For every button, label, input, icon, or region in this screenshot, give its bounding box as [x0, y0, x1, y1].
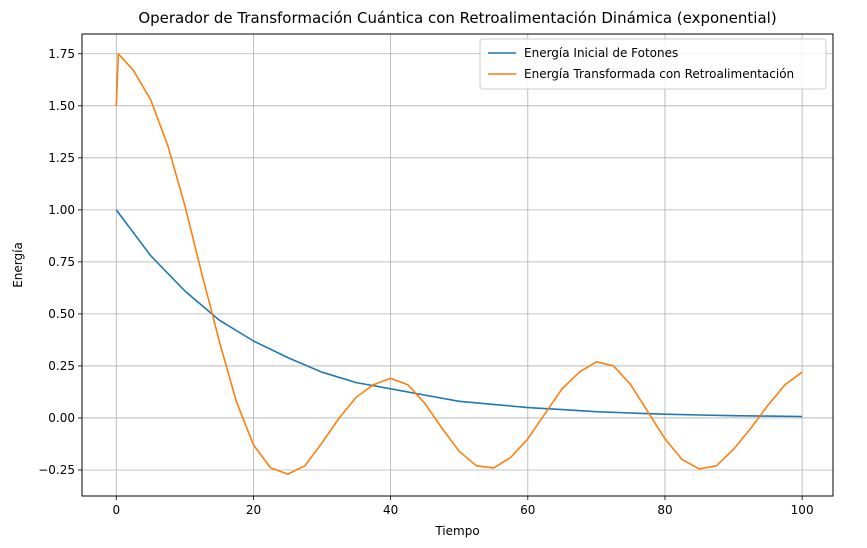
y-tick-label: 0.00 — [48, 411, 75, 425]
axis-ticks: 0 20 40 60 80 100 −0.25 0.00 0.25 0.50 0.75 1.00 1.2… — [38, 47, 813, 517]
y-tick-label: 1.25 — [48, 151, 75, 165]
x-tick-label: 100 — [791, 503, 814, 517]
x-tick-label: 40 — [383, 503, 398, 517]
legend: Energía Inicial de Fotones Energía Transf… — [479, 38, 827, 90]
y-tick-label: 1.50 — [48, 99, 75, 113]
series-group — [115, 52, 803, 475]
x-tick-label: 0 — [112, 503, 120, 517]
chart-title: Operador de Transformación Cuántica con … — [138, 9, 776, 27]
y-tick-label: 1.00 — [48, 203, 75, 217]
legend-label-2: Energía Transformada con Retroalimentaci… — [524, 67, 794, 81]
series-line-1 — [115, 209, 803, 418]
y-tick-label: −0.25 — [38, 463, 75, 477]
y-tick-label: 0.25 — [48, 359, 75, 373]
x-tick-label: 20 — [246, 503, 261, 517]
legend-label-1: Energía Inicial de Fotones — [524, 46, 678, 60]
x-axis-label: Tiempo — [434, 524, 479, 538]
grid — [82, 34, 833, 496]
x-tick-label: 60 — [520, 503, 535, 517]
y-tick-label: 0.75 — [48, 255, 75, 269]
series-line-2 — [115, 52, 803, 475]
x-tick-label: 80 — [657, 503, 672, 517]
legend-box — [479, 38, 827, 90]
plot-area — [81, 33, 834, 497]
y-axis-label: Energía — [11, 242, 25, 288]
y-tick-label: 0.50 — [48, 307, 75, 321]
y-tick-label: 1.75 — [48, 47, 75, 61]
